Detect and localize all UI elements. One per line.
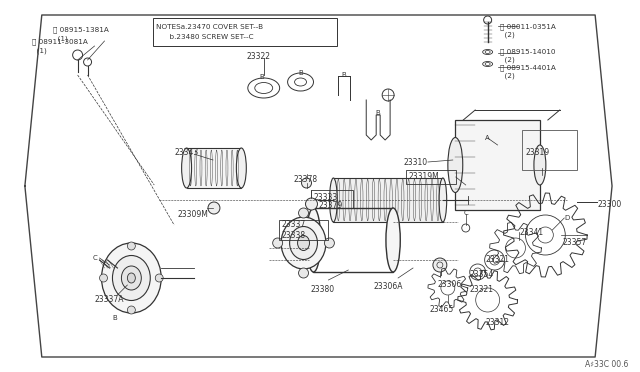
Circle shape [99, 274, 108, 282]
Ellipse shape [281, 217, 326, 269]
Text: (2): (2) [500, 31, 515, 38]
Circle shape [156, 274, 163, 282]
Text: 23341: 23341 [520, 228, 543, 237]
Bar [314, 208, 393, 272]
Text: B: B [259, 74, 264, 80]
Text: 23337A: 23337A [95, 295, 124, 304]
Ellipse shape [113, 256, 150, 301]
Text: 23337: 23337 [282, 220, 306, 229]
Circle shape [127, 242, 135, 250]
Ellipse shape [182, 148, 191, 188]
Ellipse shape [102, 243, 161, 313]
Circle shape [433, 258, 447, 272]
Text: D: D [564, 215, 570, 221]
Text: 23321: 23321 [470, 285, 493, 294]
Text: 23321: 23321 [486, 255, 509, 264]
Text: 23309M: 23309M [177, 210, 208, 219]
Text: 23380: 23380 [310, 285, 335, 294]
Text: 23338: 23338 [282, 231, 306, 240]
Text: 23306A: 23306A [373, 282, 403, 291]
Text: (1): (1) [52, 35, 67, 42]
Text: (1): (1) [32, 47, 47, 54]
Text: B: B [376, 110, 381, 116]
Text: 23357: 23357 [563, 238, 586, 247]
Ellipse shape [448, 138, 463, 192]
Text: 23306: 23306 [438, 280, 462, 289]
Bar [455, 120, 540, 210]
Ellipse shape [386, 208, 400, 272]
Circle shape [208, 202, 220, 214]
Text: 23300: 23300 [597, 200, 621, 209]
Ellipse shape [534, 145, 546, 185]
Circle shape [298, 268, 308, 278]
Text: 23378: 23378 [294, 175, 317, 184]
Bar [333, 178, 443, 222]
Text: Ⓥ 08915-1381A: Ⓥ 08915-1381A [52, 26, 109, 33]
Text: 23333: 23333 [314, 193, 338, 202]
Ellipse shape [307, 208, 321, 272]
Bar [278, 220, 328, 240]
Text: B: B [298, 70, 303, 76]
Circle shape [305, 198, 317, 210]
Ellipse shape [330, 178, 337, 222]
Ellipse shape [236, 148, 246, 188]
Text: (2): (2) [500, 72, 515, 78]
Text: Ⓦ 08915-14010: Ⓦ 08915-14010 [500, 48, 555, 55]
Text: 23379: 23379 [319, 201, 342, 210]
Bar [187, 148, 241, 188]
Bar [522, 130, 577, 170]
Ellipse shape [298, 235, 310, 250]
Text: A♯33C 00.6: A♯33C 00.6 [585, 360, 628, 369]
Text: Ⓝ 08911-3081A: Ⓝ 08911-3081A [32, 38, 88, 45]
Bar [153, 18, 337, 46]
Text: NOTESa.23470 COVER SET--B: NOTESa.23470 COVER SET--B [156, 24, 264, 30]
Text: 23319: 23319 [525, 148, 550, 157]
Text: 23310: 23310 [403, 158, 427, 167]
Ellipse shape [290, 227, 317, 260]
Text: 23312: 23312 [486, 318, 509, 327]
Text: b.23480 SCREW SET--C: b.23480 SCREW SET--C [156, 34, 254, 40]
Text: C: C [92, 255, 97, 261]
Bar [312, 190, 353, 208]
Text: Ⓑ 08011-0351A: Ⓑ 08011-0351A [500, 23, 556, 30]
Text: (2): (2) [500, 56, 515, 62]
Circle shape [324, 238, 334, 248]
Text: 23322: 23322 [247, 52, 271, 61]
Ellipse shape [122, 266, 141, 290]
Text: 23319M: 23319M [408, 172, 439, 181]
Circle shape [301, 178, 312, 188]
Text: B: B [341, 72, 346, 78]
Text: 23343: 23343 [174, 148, 198, 157]
Circle shape [273, 238, 283, 248]
Text: 23465: 23465 [430, 305, 454, 314]
Text: C: C [463, 210, 468, 216]
Bar [406, 170, 456, 184]
Circle shape [127, 306, 135, 314]
Text: A: A [485, 135, 490, 141]
Ellipse shape [127, 273, 135, 283]
Text: B: B [112, 315, 117, 321]
Text: Ⓥ 08915-4401A: Ⓥ 08915-4401A [500, 64, 556, 71]
Ellipse shape [439, 178, 447, 222]
Circle shape [298, 208, 308, 218]
Text: 23354: 23354 [470, 270, 494, 279]
